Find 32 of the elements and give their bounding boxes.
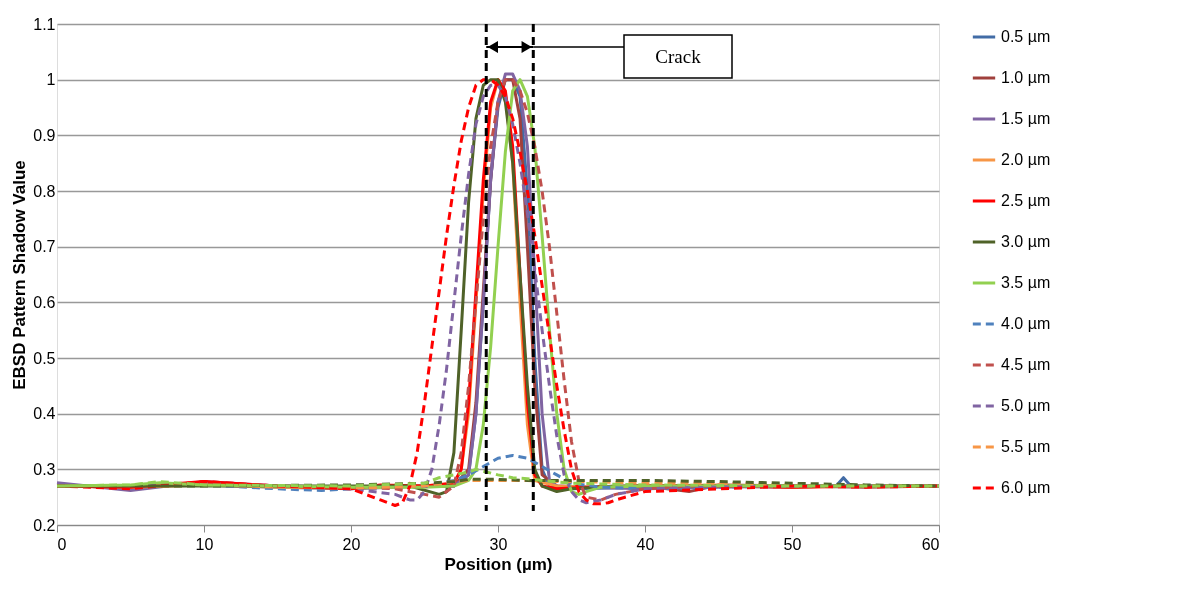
x-tick-label: 20 <box>342 535 361 553</box>
legend-label: 0.5 µm <box>1001 28 1051 45</box>
x-tick-label: 60 <box>921 535 940 553</box>
y-tick-label: 0.4 <box>33 405 56 423</box>
y-tick-label: 0.6 <box>33 293 56 311</box>
legend-label: 4.5 µm <box>1001 356 1051 373</box>
y-tick-label: 0.3 <box>33 460 56 478</box>
legend-label: 2.5 µm <box>1001 192 1051 209</box>
x-tick-label: 50 <box>783 535 802 553</box>
y-tick-label: 0.9 <box>33 126 56 144</box>
x-axis-title: Position (µm) <box>444 554 553 574</box>
y-tick-label: 0.7 <box>33 238 56 256</box>
y-axis-title: EBSD Pattern Shadow Value <box>10 160 30 390</box>
legend-label: 5.5 µm <box>1001 438 1051 455</box>
x-tick-label: 40 <box>636 535 655 553</box>
x-tick-label: 0 <box>57 535 67 553</box>
annotation: Crack <box>655 45 702 67</box>
legend-label: 2.0 µm <box>1001 151 1051 168</box>
legend-label: 1.5 µm <box>1001 110 1051 127</box>
legend-label: 6.0 µm <box>1001 479 1051 496</box>
y-tick-label: 0.5 <box>33 349 56 367</box>
y-tick-label: 1.1 <box>33 15 56 33</box>
x-tick-label: 10 <box>195 535 214 553</box>
y-tick-label: 0.8 <box>33 182 56 200</box>
y-tick-label: 0.2 <box>33 516 56 534</box>
y-tick-label: 1 <box>46 71 56 89</box>
legend-label: 3.5 µm <box>1001 274 1051 291</box>
legend-label: 5.0 µm <box>1001 397 1051 414</box>
legend-label: 1.0 µm <box>1001 69 1051 86</box>
legend-label: 3.0 µm <box>1001 233 1051 250</box>
legend-label: 4.0 µm <box>1001 315 1051 332</box>
x-tick-label: 30 <box>489 535 508 553</box>
